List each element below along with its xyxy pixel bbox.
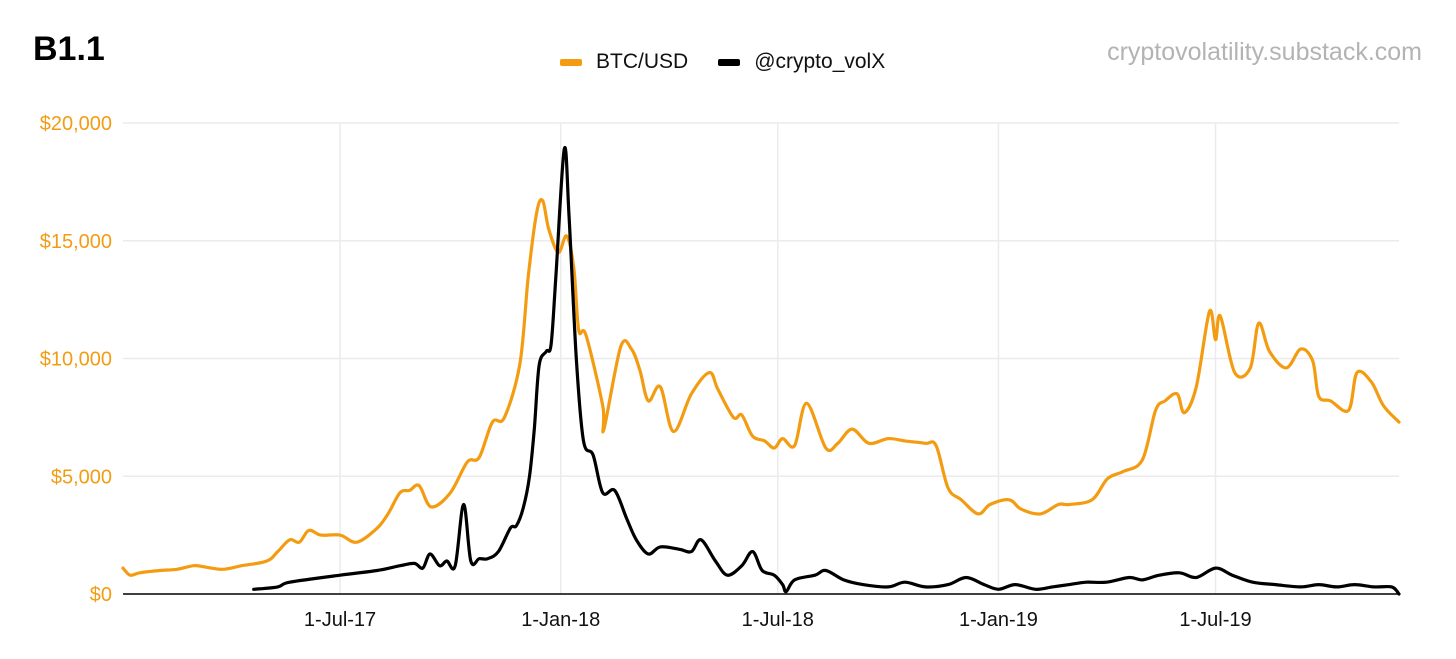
btc-usd-series-line: [121, 198, 1401, 577]
x-tick-label: 1-Jan-19: [959, 609, 1038, 631]
y-tick-label: $5,000: [51, 466, 112, 488]
crypto-volx-series-line: [252, 145, 1401, 596]
source-watermark: cryptovolatility.substack.com: [1107, 38, 1422, 66]
y-tick-label: $15,000: [40, 231, 112, 253]
y-tick-labels: $0 $5,000 $10,000 $15,000 $20,000: [40, 113, 112, 606]
legend-label-btc: BTC/USD: [596, 50, 689, 73]
legend-item-vol: @crypto_volX: [718, 50, 885, 74]
series-layer: [121, 145, 1401, 596]
x-tick-labels: 1-Jul-17 1-Jan-18 1-Jul-18 1-Jan-19 1-Jul-19: [304, 609, 1252, 631]
y-tick-label: $10,000: [40, 349, 112, 371]
x-tick-label: 1-Jul-18: [742, 609, 814, 631]
x-tick-label: 1-Jul-19: [1179, 609, 1251, 631]
legend-swatch-btc: [560, 58, 582, 66]
x-tick-label: 1-Jan-18: [521, 609, 600, 631]
x-tick-label: 1-Jul-17: [304, 609, 376, 631]
legend-swatch-vol: [718, 58, 741, 66]
grid-layer: [123, 122, 1399, 594]
y-tick-label: $0: [90, 584, 112, 606]
legend: BTC/USD @crypto_volX: [560, 50, 915, 74]
legend-label-vol: @crypto_volX: [754, 50, 886, 73]
chart-id-label: B1.1: [33, 30, 105, 68]
y-tick-label: $20,000: [40, 113, 112, 135]
legend-item-btc: BTC/USD: [560, 50, 688, 74]
